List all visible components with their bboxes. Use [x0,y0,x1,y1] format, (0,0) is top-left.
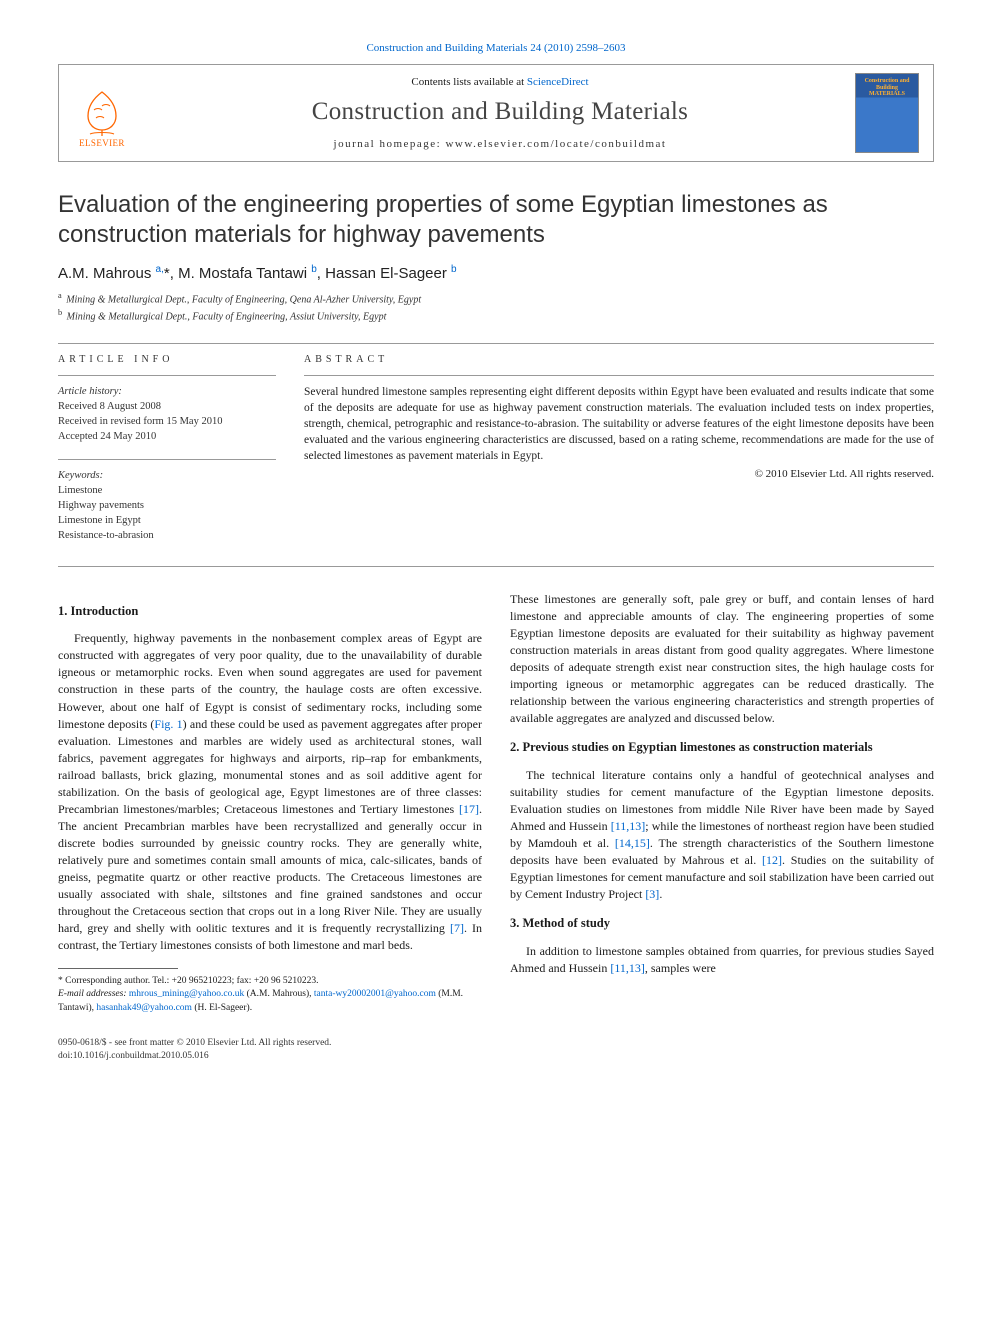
keyword-2: Highway pavements [58,498,276,513]
author-3: Hassan El-Sageer [325,265,447,282]
ref-11-13-link[interactable]: [11,13] [611,819,646,833]
ref-17-link[interactable]: [17] [459,802,479,816]
divider-top [58,343,934,344]
section-2-para-1: The technical literature contains only a… [510,767,934,903]
fig-1-link[interactable]: Fig. 1 [154,717,182,731]
journal-homepage: journal homepage: www.elsevier.com/locat… [145,138,855,150]
journal-name: Construction and Building Materials [145,98,855,126]
author-1-affil: a, [156,264,164,275]
email-3-link[interactable]: hasanhak49@yahoo.com [96,1003,192,1013]
abstract-copyright: © 2010 Elsevier Ltd. All rights reserved… [304,468,934,480]
ref-3-link[interactable]: [3] [645,887,659,901]
info-divider-2 [58,459,276,460]
affiliation-a-text: Mining & Metallurgical Dept., Faculty of… [66,294,421,305]
elsevier-tree-icon [80,88,124,138]
article-info-label: ARTICLE INFO [58,354,276,365]
email-1-link[interactable]: mhrous_mining@yahoo.co.uk [129,989,244,999]
affiliation-b-text: Mining & Metallurgical Dept., Faculty of… [67,312,387,323]
elsevier-logo: ELSEVIER [73,78,131,148]
abstract-label: ABSTRACT [304,354,934,365]
ref-12-link[interactable]: [12] [762,853,782,867]
email-3-owner: (H. El-Sageer). [192,1003,252,1013]
abstract-divider [304,375,934,376]
s1p1c: . The ancient Precambrian marbles have b… [58,802,482,935]
elsevier-brand-text: ELSEVIER [79,138,125,148]
keywords-block: Keywords: Limestone Highway pavements Li… [58,468,276,544]
affiliation-b: b Mining & Metallurgical Dept., Faculty … [58,307,934,324]
corr-star: * [164,265,170,282]
footer-front-matter: 0950-0618/$ - see front matter © 2010 El… [58,1037,934,1050]
affiliation-a: a Mining & Metallurgical Dept., Faculty … [58,290,934,307]
author-2-affil: b [311,264,317,275]
section-3-para-1: In addition to limestone samples obtaine… [510,943,934,977]
corresponding-author-note: * Corresponding author. Tel.: +20 965210… [58,975,482,988]
ref-7-link[interactable]: [7] [450,921,464,935]
affiliations: a Mining & Metallurgical Dept., Faculty … [58,290,934,325]
divider-bottom [58,566,934,567]
journal-reference: Construction and Building Materials 24 (… [58,42,934,54]
section-3-title: 3. Method of study [510,915,934,933]
page-footer: 0950-0618/$ - see front matter © 2010 El… [58,1037,934,1064]
ref-14-15-link[interactable]: [14,15] [615,836,650,850]
keyword-4: Resistance-to-abrasion [58,528,276,543]
section-1-para-1: Frequently, highway pavements in the non… [58,630,482,954]
ref-11-13b-link[interactable]: [11,13] [610,961,645,975]
section-2-title: 2. Previous studies on Egyptian limeston… [510,739,934,757]
journal-header: ELSEVIER Contents lists available at Sci… [58,64,934,162]
sciencedirect-link[interactable]: ScienceDirect [527,76,589,88]
keywords-label: Keywords: [58,468,276,483]
article-history: Article history: Received 8 August 2008 … [58,384,276,445]
author-list: A.M. Mahrous a,*, M. Mostafa Tantawi b, … [58,264,934,282]
abstract-column: ABSTRACT Several hundred limestone sampl… [304,354,934,558]
footer-doi: doi:10.1016/j.conbuildmat.2010.05.016 [58,1050,934,1063]
cover-title-text: Construction and Building MATERIALS [856,78,918,98]
contents-available-line: Contents lists available at ScienceDirec… [145,76,855,88]
history-label: Article history: [58,384,276,399]
article-info-column: ARTICLE INFO Article history: Received 8… [58,354,276,558]
keyword-3: Limestone in Egypt [58,513,276,528]
history-accepted: Accepted 24 May 2010 [58,429,276,444]
abstract-text: Several hundred limestone samples repres… [304,384,934,464]
s3p1b: , samples were [645,961,716,975]
footnote-divider [58,968,178,969]
author-3-affil: b [451,264,457,275]
email-2-link[interactable]: tanta-wy20002001@yahoo.com [314,989,436,999]
email-addresses-line: E-mail addresses: mhrous_mining@yahoo.co… [58,988,482,1015]
emails-label: E-mail addresses: [58,989,127,999]
contents-prefix: Contents lists available at [411,76,526,88]
journal-cover-thumbnail: Construction and Building MATERIALS [855,73,919,153]
s2p1e: . [659,887,662,901]
keyword-1: Limestone [58,483,276,498]
section-1-para-2: These limestones are generally soft, pal… [510,591,934,727]
body-two-column: 1. Introduction Frequently, highway pave… [58,591,934,1015]
section-1-title: 1. Introduction [58,603,482,621]
author-1: A.M. Mahrous [58,265,151,282]
email-1-owner: (A.M. Mahrous), [244,989,314,999]
footnote-block: * Corresponding author. Tel.: +20 965210… [58,968,482,1015]
s3p1a: In addition to limestone samples obtaine… [510,944,934,975]
author-2: M. Mostafa Tantawi [178,265,307,282]
article-title: Evaluation of the engineering properties… [58,190,934,250]
history-received: Received 8 August 2008 [58,399,276,414]
s1p1b: ) and these could be used as pavement ag… [58,717,482,816]
history-revised: Received in revised form 15 May 2010 [58,414,276,429]
info-divider-1 [58,375,276,376]
